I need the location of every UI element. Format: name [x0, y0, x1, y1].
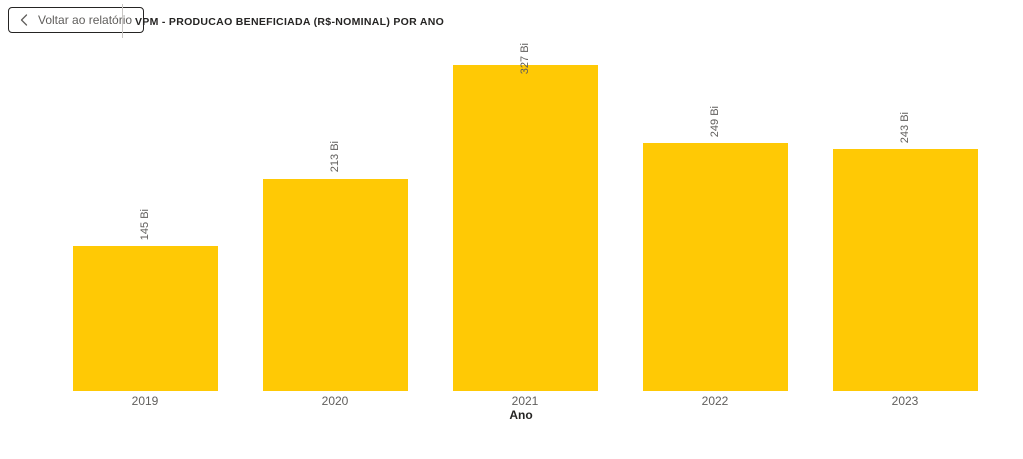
x-axis-tick-2019: 2019 [131, 394, 159, 408]
bar-data-label-2021: 327 Bi [519, 42, 531, 74]
header-divider [122, 4, 123, 38]
bar-2021[interactable] [452, 65, 598, 391]
x-axis-tick-2020: 2020 [321, 394, 349, 408]
bar-chart: 145 Bi 2019 213 Bi 2020 327 Bi 2021 249 Bi 2022… [72, 42, 978, 419]
bar-data-label-2019: 145 Bi [139, 209, 151, 241]
bar-data-label-2022: 249 Bi [709, 105, 721, 137]
bar-data-label-2023: 243 Bi [899, 111, 911, 143]
bar-2020[interactable] [262, 178, 408, 391]
x-axis-tick-2022: 2022 [701, 394, 729, 408]
bar-2023[interactable] [832, 148, 978, 391]
visual-title: VPM - PRODUCAO BENEFICIADA (R$-NOMINAL) … [135, 16, 445, 28]
back-button-label: Voltar ao relatório [38, 13, 133, 27]
bar-2022[interactable] [642, 142, 788, 391]
x-axis-title: Ano [509, 408, 533, 419]
bar-data-label-2020: 213 Bi [329, 141, 341, 173]
chevron-left-icon [20, 14, 28, 26]
bar-2019[interactable] [72, 246, 218, 391]
x-axis-tick-2023: 2023 [891, 394, 919, 408]
x-axis-tick-2021: 2021 [511, 394, 539, 408]
back-to-report-button[interactable]: Voltar ao relatório [8, 7, 145, 33]
